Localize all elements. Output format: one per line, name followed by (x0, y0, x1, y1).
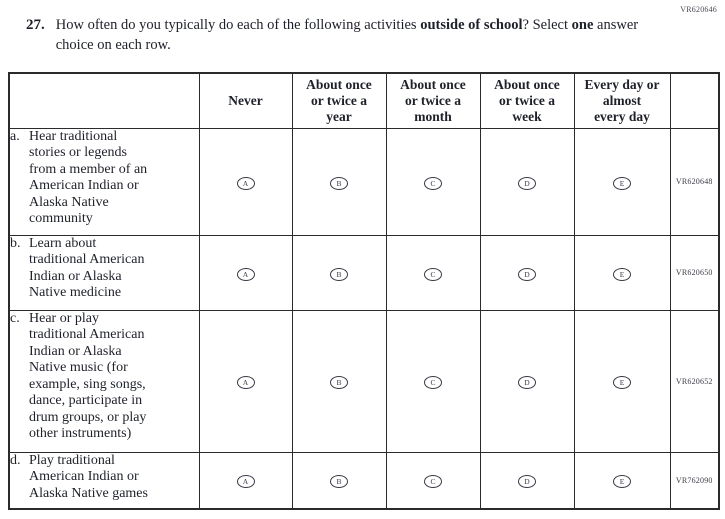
row-c-cell-never: A (198, 309, 293, 453)
row-a-cell-never: A (198, 127, 293, 236)
row-b-bubble-b[interactable]: B (330, 267, 348, 281)
row-d-letter: d. (10, 452, 21, 468)
row-b-bubble-a[interactable]: A (236, 267, 255, 281)
row-c-cell-year: B (291, 309, 387, 453)
row-a-cell-month: C (385, 127, 481, 236)
table-row-a: a. Hear traditional stories or legends f… (8, 127, 720, 236)
row-b-text: Learn about traditional American Indian … (29, 235, 145, 301)
row-d-bubble-d[interactable]: D (518, 475, 536, 489)
row-d-text: Play traditional American Indian or Alas… (29, 452, 148, 501)
row-b-letter: b. (10, 235, 21, 251)
row-d-bubble-e[interactable]: E (613, 475, 631, 489)
row-a-bubble-c[interactable]: C (424, 176, 442, 190)
row-c-cell-week: D (479, 309, 575, 453)
row-a-bubble-a[interactable]: A (236, 176, 255, 190)
row-a-code: VR620648 (669, 127, 720, 236)
header-code-cell (669, 72, 720, 129)
row-b-code: VR620650 (669, 234, 720, 311)
header-every-day: Every day or almost every day (573, 72, 671, 129)
row-d-cell-everyday: E (573, 451, 671, 510)
question-block: 27. How often do you typically do each o… (26, 15, 651, 55)
header-once-twice-year: About once or twice a year (291, 72, 387, 129)
row-d-cell-never: A (198, 451, 293, 510)
row-d-bubble-c[interactable]: C (424, 475, 442, 489)
row-d-cell-month: C (385, 451, 481, 510)
row-a-bubble-b[interactable]: B (330, 176, 348, 190)
header-once-twice-week: About once or twice a week (479, 72, 575, 129)
question-text-part3: answer choice on each row. (55, 17, 639, 53)
row-a-text: Hear traditional stories or legends from… (29, 128, 148, 227)
header-empty-cell (8, 72, 200, 129)
row-c-bubble-e[interactable]: E (613, 376, 631, 389)
question-number: 27. (26, 17, 45, 33)
row-b-label: b. Learn about traditional American Indi… (8, 234, 200, 311)
row-c-bubble-b[interactable]: B (330, 376, 348, 389)
row-c-label: c. Hear or play traditional American Ind… (8, 309, 200, 453)
row-a-label: a. Hear traditional stories or legends f… (8, 127, 200, 236)
header-never: Never (198, 72, 293, 129)
question-bold-outside-of-school: outside of school (420, 17, 523, 33)
row-b-cell-year: B (291, 234, 387, 311)
row-b-cell-everyday: E (573, 234, 671, 311)
row-b-bubble-e[interactable]: E (613, 267, 631, 281)
row-c-bubble-c[interactable]: C (424, 376, 442, 389)
table-row-b: b. Learn about traditional American Indi… (8, 234, 720, 311)
question-text-part1: How often do you typically do each of th… (55, 17, 421, 33)
table-row-c: c. Hear or play traditional American Ind… (8, 309, 720, 453)
row-b-cell-never: A (198, 234, 293, 311)
question-text: How often do you typically do each of th… (56, 15, 648, 55)
row-a-cell-everyday: E (573, 127, 671, 236)
row-c-letter: c. (10, 310, 20, 326)
row-c-cell-everyday: E (573, 309, 671, 453)
row-d-cell-week: D (479, 451, 575, 510)
row-a-cell-week: D (479, 127, 575, 236)
row-d-code: VR762090 (669, 451, 720, 510)
survey-matrix-table: Never About once or twice a year About o… (8, 72, 720, 510)
row-d-bubble-a[interactable]: A (236, 475, 255, 489)
row-d-cell-year: B (291, 451, 387, 510)
row-b-bubble-d[interactable]: D (518, 267, 536, 281)
form-code-top-right: VR620646 (680, 5, 717, 14)
row-a-bubble-e[interactable]: E (613, 176, 631, 190)
question-bold-one: one (571, 17, 594, 33)
row-c-text: Hear or play traditional American Indian… (29, 310, 147, 442)
row-b-cell-week: D (479, 234, 575, 311)
row-c-bubble-a[interactable]: A (236, 376, 255, 389)
question-text-part2: ? Select (522, 17, 572, 33)
row-c-bubble-d[interactable]: D (518, 376, 536, 389)
row-a-bubble-d[interactable]: D (518, 176, 536, 190)
row-c-cell-month: C (385, 309, 481, 453)
row-a-letter: a. (10, 128, 20, 144)
table-header-row: Never About once or twice a year About o… (8, 72, 720, 129)
table-row-d: d. Play traditional American Indian or A… (8, 451, 720, 510)
row-b-cell-month: C (385, 234, 481, 311)
row-d-bubble-b[interactable]: B (330, 475, 348, 489)
row-b-bubble-c[interactable]: C (424, 267, 442, 281)
row-c-code: VR620652 (669, 309, 720, 453)
row-a-cell-year: B (291, 127, 387, 236)
row-d-label: d. Play traditional American Indian or A… (8, 451, 200, 510)
header-once-twice-month: About once or twice a month (385, 72, 481, 129)
